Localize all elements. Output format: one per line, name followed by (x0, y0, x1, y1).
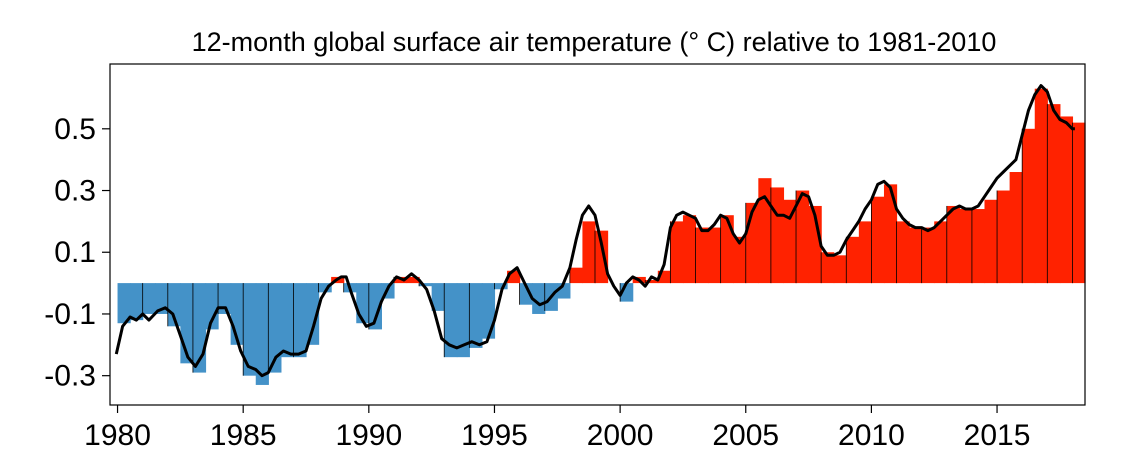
x-tick-label: 2005 (712, 419, 779, 452)
y-axis: -0.3 -0.1 0.1 0.3 0.5 (44, 113, 110, 393)
anomaly-bar (695, 227, 709, 284)
anomaly-bar (1034, 88, 1048, 284)
anomaly-bar (255, 283, 269, 385)
anomaly-bar (243, 283, 257, 376)
anomaly-bar (280, 283, 295, 358)
anomaly-bar (808, 205, 822, 284)
anomaly-bar (419, 283, 433, 287)
x-axis: 1980 1985 1990 1995 2000 2005 2010 2015 (84, 405, 1030, 452)
anomaly-bar (858, 221, 873, 284)
y-tick-label: 0.1 (54, 236, 96, 269)
anomaly-bar (481, 283, 496, 339)
anomaly-bar (582, 221, 596, 284)
anomaly-bar (708, 227, 722, 284)
anomaly-bar (934, 221, 948, 284)
y-tick-label: -0.3 (44, 360, 96, 393)
anomaly-bar (117, 283, 131, 324)
chart-title-text: 12-month global surface air temperature … (192, 27, 997, 57)
x-tick-label: 2000 (587, 419, 654, 452)
anomaly-bar (1072, 122, 1086, 284)
anomaly-bar (783, 199, 797, 284)
x-tick-label: 1985 (210, 419, 277, 452)
anomaly-bar (883, 184, 898, 284)
anomaly-bar (1022, 128, 1036, 284)
anomaly-bar (959, 209, 973, 284)
anomaly-bar (406, 276, 420, 284)
anomaly-bar (946, 205, 960, 284)
x-tick-label: 2010 (838, 419, 905, 452)
anomaly-bar (142, 283, 156, 314)
anomaly-bar (733, 236, 747, 284)
x-tick-label: 1995 (461, 419, 528, 452)
anomaly-bar (1059, 116, 1074, 284)
anomaly-bar (833, 255, 847, 284)
anomaly-bar (821, 252, 835, 284)
y-tick-label: 0.5 (54, 113, 96, 146)
anomaly-bar (368, 283, 382, 330)
anomaly-bar (846, 236, 860, 284)
anomaly-bar (519, 283, 533, 305)
x-tick-label: 2015 (964, 419, 1031, 452)
anomaly-bar (682, 215, 697, 284)
anomaly-bar (431, 283, 445, 311)
anomaly-bar (356, 283, 370, 324)
anomaly-bar (494, 283, 508, 290)
anomaly-bar (896, 221, 910, 284)
anomaly-bar (770, 187, 785, 284)
anomaly-bar (155, 283, 169, 314)
chart-title: 12-month global surface air temperature … (192, 27, 997, 57)
anomaly-bar (293, 283, 307, 358)
anomaly-bar (167, 283, 181, 327)
anomaly-bar (871, 196, 885, 284)
anomaly-bar (456, 283, 470, 358)
anomaly-bar (997, 190, 1011, 284)
anomaly-bar (218, 283, 232, 314)
x-tick-label: 1980 (84, 419, 151, 452)
y-tick-label: 0.3 (54, 175, 96, 208)
anomaly-bar (306, 283, 320, 345)
year-dividers-layer (142, 104, 1073, 376)
anomaly-bar (1009, 172, 1023, 284)
x-tick-label: 1990 (335, 419, 402, 452)
smoothed-series-line (114, 84, 1075, 378)
y-tick-label: -0.1 (44, 298, 96, 331)
anomaly-bar (670, 221, 684, 284)
anomaly-bar (720, 215, 734, 284)
anomaly-bar (569, 267, 584, 284)
anomaly-bar (205, 283, 219, 330)
bars-layer (117, 88, 1086, 385)
anomaly-bar (645, 280, 659, 284)
anomaly-bar (909, 227, 923, 284)
anomaly-bar (469, 283, 483, 348)
anomaly-bar (594, 230, 609, 284)
anomaly-bar (984, 199, 998, 284)
anomaly-bar (1047, 104, 1061, 284)
anomaly-bar (444, 283, 458, 358)
anomaly-bar (758, 178, 772, 284)
anomaly-bar (971, 209, 986, 284)
anomaly-bar (532, 283, 546, 314)
anomaly-bar (796, 190, 810, 284)
anomaly-bar (268, 283, 282, 373)
plot-area-frame (109, 63, 1086, 406)
smoothed-line-layer (114, 84, 1075, 378)
anomaly-bar (318, 283, 332, 293)
anomaly-bar (130, 283, 144, 321)
anomaly-bar (921, 227, 935, 284)
